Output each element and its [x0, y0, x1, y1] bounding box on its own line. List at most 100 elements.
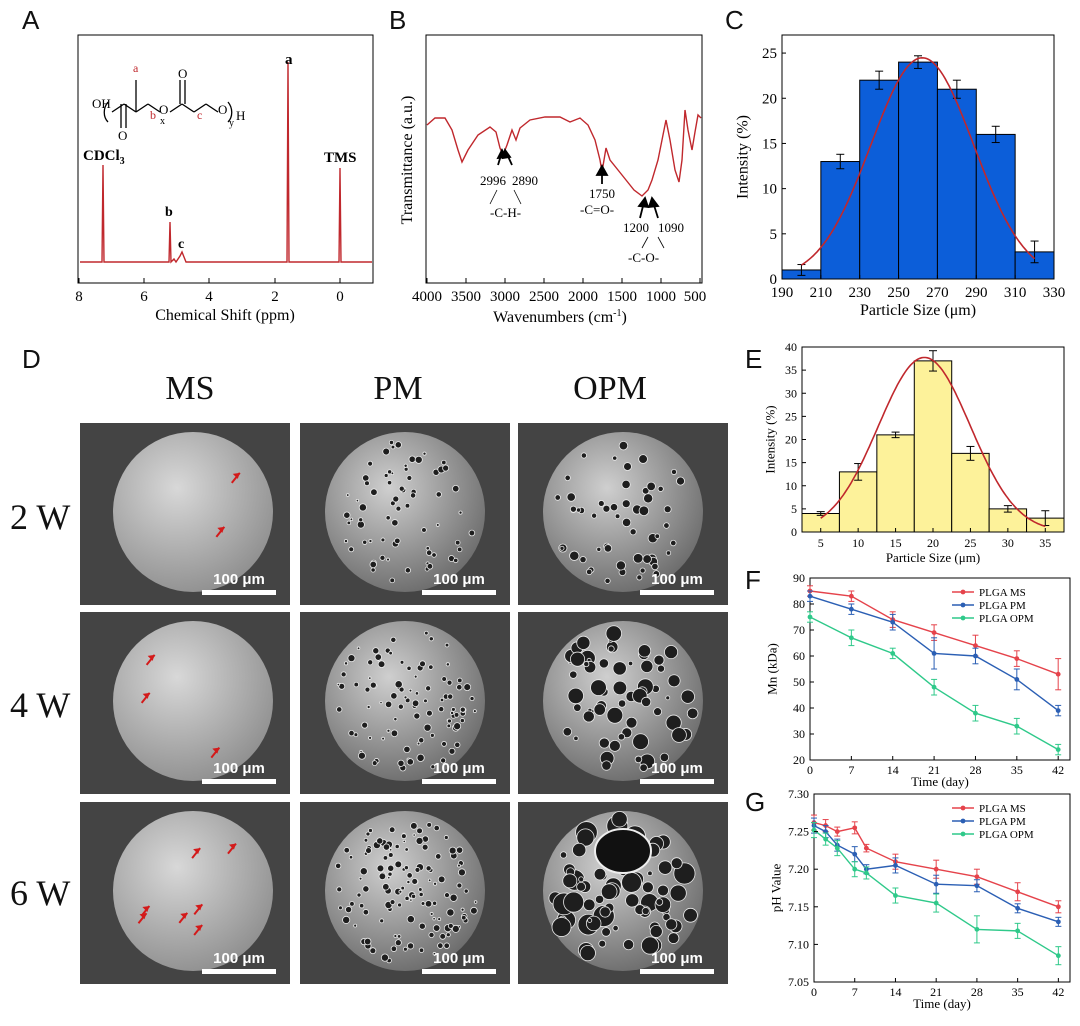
surface-pore: [366, 705, 371, 709]
scale-bar-label: 100 μm: [213, 571, 265, 588]
surface-pore: [362, 909, 370, 916]
surface-pore: [432, 900, 438, 906]
marker-arrowhead: [142, 692, 150, 699]
data-point: [973, 643, 978, 648]
surface-pore: [389, 848, 393, 852]
surface-pore: [638, 454, 648, 464]
ftir-label-1090: 1090: [658, 220, 684, 235]
surface-pore: [358, 503, 367, 512]
histogram-bar: [975, 133, 1016, 280]
surface-pore: [463, 683, 472, 692]
x-tick-label: 28: [969, 763, 981, 777]
data-point: [823, 836, 829, 842]
surface-pore: [365, 831, 371, 837]
surface-pore: [639, 763, 648, 772]
legend-marker: [960, 602, 966, 608]
gaussian-fit-curve: [820, 356, 1046, 528]
surface-pore: [446, 908, 455, 917]
surface-pore: [388, 650, 393, 656]
surface-pore: [450, 710, 455, 715]
data-point: [807, 593, 813, 599]
y-axis-label: Intensity (%): [762, 405, 777, 473]
structure-o2: O: [159, 102, 168, 117]
scale-bar-label: 100 μm: [651, 571, 703, 588]
surface-pore: [362, 885, 370, 893]
surface-pore: [380, 953, 389, 962]
col-title-ms: MS: [165, 370, 215, 407]
panel-e-pore-histogram: 5 10 15 20 25 30 35 0 5 10 15 20 25 30 35 40 Particle Si…: [762, 340, 1065, 565]
surface-pore: [671, 727, 687, 743]
surface-pore: [670, 468, 678, 475]
surface-pore: [572, 842, 587, 858]
surface-pore: [356, 646, 361, 651]
ftir-tick: 1000: [646, 289, 676, 305]
data-point: [973, 710, 978, 716]
data-point: [807, 614, 813, 620]
surface-pore: [655, 898, 664, 906]
scale-bar-label: 100 μm: [213, 760, 265, 777]
surface-pore: [612, 661, 627, 676]
surface-pore: [642, 554, 652, 564]
surface-pore: [562, 727, 573, 737]
data-point: [974, 883, 980, 889]
y-tick-label: 10: [762, 182, 777, 198]
sem-image-opm-4w: 100 μm: [518, 612, 728, 794]
surface-pore: [348, 730, 355, 737]
panel-b-ftir-spectrum: Transmittance (a.u.) 4000 3500 3000 2500…: [399, 34, 706, 326]
x-tick-label: 21: [930, 985, 942, 999]
surface-pore: [621, 517, 632, 528]
surface-pore: [389, 577, 395, 584]
surface-pore: [348, 546, 355, 553]
scale-bar: 100 μm: [422, 950, 496, 974]
surface-pore: [576, 507, 582, 513]
surface-pore: [438, 706, 445, 713]
surface-pore: [627, 660, 634, 667]
histogram-bar: [838, 471, 878, 533]
sem-image-pm-4w: 100 μm: [300, 612, 510, 794]
surface-pore: [669, 884, 687, 902]
surface-pore: [611, 811, 628, 828]
surface-pore: [446, 718, 452, 724]
surface-pore: [456, 882, 463, 889]
data-point: [933, 881, 939, 887]
y-tick-label: 35: [785, 363, 797, 377]
peak-label-tms: TMS: [324, 150, 357, 166]
surface-pore: [456, 684, 463, 691]
surface-pore: [470, 906, 478, 915]
surface-pore: [415, 836, 424, 845]
surface-pore: [451, 924, 460, 933]
surface-pore: [614, 513, 621, 520]
surface-pore: [348, 855, 354, 860]
data-point: [974, 874, 980, 880]
surface-pore: [378, 872, 387, 881]
histogram-bar: [876, 434, 915, 533]
data-point: [1014, 656, 1020, 661]
surface-pore: [653, 654, 665, 666]
surface-pore: [676, 476, 685, 486]
surface-pore: [435, 491, 442, 498]
surface-pore: [394, 939, 402, 947]
large-opening: [594, 828, 652, 874]
scale-bar: 100 μm: [202, 760, 276, 784]
y-tick-label: 30: [793, 727, 805, 741]
surface-pore: [369, 947, 377, 955]
surface-pore: [413, 674, 418, 679]
surface-pore: [590, 679, 607, 696]
surface-pore: [437, 917, 442, 922]
ftir-tick: 3000: [490, 289, 520, 305]
surface-pore: [649, 924, 663, 938]
panel-label-g: G: [745, 787, 766, 817]
surface-pore: [353, 923, 358, 928]
marker-arrowhead: [232, 472, 240, 479]
surface-pore: [343, 847, 350, 854]
surface-pore: [447, 923, 454, 929]
y-tick-label: 25: [762, 46, 777, 62]
y-tick-label: 80: [793, 597, 805, 611]
surface-pore: [404, 697, 411, 704]
surface-pore: [469, 696, 475, 702]
data-point: [1015, 889, 1021, 895]
nmr-x-axis-label: Chemical Shift (ppm): [155, 307, 295, 324]
sem-image-opm-2w: 100 μm: [518, 423, 728, 605]
y-axis-label: Intensity (%): [735, 115, 752, 199]
surface-pore: [403, 865, 409, 871]
